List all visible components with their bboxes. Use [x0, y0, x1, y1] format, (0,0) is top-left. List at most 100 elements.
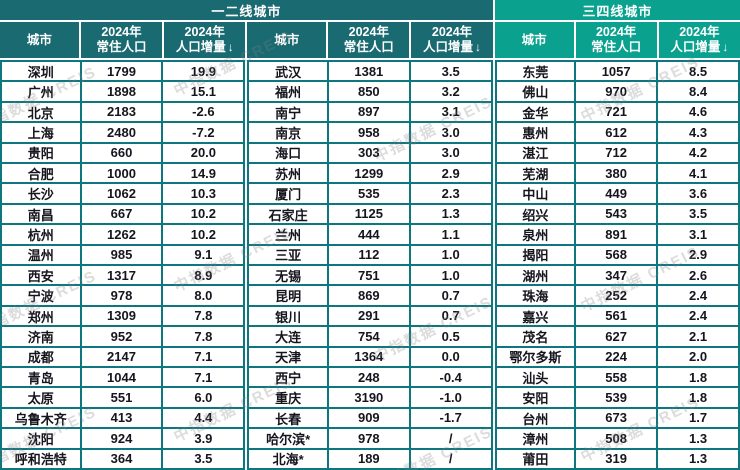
population-cell: 347	[576, 265, 657, 285]
city-name-cell: 呼和浩特	[2, 449, 80, 468]
city-name-cell: 上海	[2, 123, 80, 142]
population-cell: 539	[576, 388, 657, 407]
city-name-cell: 昆明	[249, 286, 327, 305]
city-name-cell: 郑州	[2, 306, 80, 326]
population-cell: 924	[81, 429, 162, 448]
column-header-population-line1: 2024年	[101, 25, 142, 39]
city-name-cell: 南京	[249, 123, 327, 142]
column-header-population: 2024年 常住人口	[80, 22, 163, 58]
city-name-cell: 武汉	[249, 62, 327, 81]
column-header-city-label: 城市	[274, 32, 300, 47]
city-name-cell: 茂名	[496, 327, 575, 346]
population-cell: 1044	[81, 367, 162, 387]
increase-cell: 3.2	[410, 82, 491, 101]
increase-cell: 0.0	[410, 347, 491, 366]
increase-cell: 1.0	[410, 265, 491, 285]
increase-cell: 10.2	[163, 204, 244, 224]
increase-cell: 4.4	[163, 408, 244, 428]
increase-cell: 9.1	[163, 245, 244, 264]
table-body: 深圳 1799 19.9 广州 1898 15.1 北京 2183 -2.6 上海 2480 -7.2…	[0, 60, 246, 470]
population-cell: 1317	[81, 265, 162, 285]
increase-cell: 1.8	[658, 388, 738, 407]
increase-cell: 2.0	[658, 347, 738, 366]
increase-cell: 2.4	[658, 286, 738, 305]
city-name-cell: 长春	[249, 408, 327, 428]
city-name-cell: 湛江	[496, 143, 575, 162]
population-cell: 673	[576, 408, 657, 428]
column-header-increase-label: 人口增量	[670, 40, 721, 54]
increase-cell: 4.3	[658, 123, 738, 142]
population-cell: 224	[576, 347, 657, 366]
tables-row: 城市 2024年 常住人口 2024年 人口增量 ↓ 深圳 1799 19.9 广	[0, 22, 740, 470]
city-name-cell: 汕头	[496, 367, 575, 387]
increase-cell: 20.0	[163, 143, 244, 162]
city-name-cell: 宁波	[2, 286, 80, 305]
city-name-cell: 西安	[2, 265, 80, 285]
population-cell: 1262	[81, 225, 162, 244]
column-header-increase-line1: 2024年	[431, 25, 473, 39]
increase-cell: 15.1	[163, 82, 244, 101]
population-cell: 958	[328, 123, 409, 142]
increase-cell: 1.8	[658, 367, 738, 387]
city-name-cell: 银川	[249, 306, 327, 326]
city-name-cell: 青岛	[2, 367, 80, 387]
population-cell: 660	[81, 143, 162, 162]
column-header-increase-line2: 人口增量 ↓	[670, 40, 728, 55]
increase-cell: 4.1	[658, 163, 738, 183]
increase-cell: 0.7	[410, 286, 491, 305]
population-cell: 535	[328, 184, 409, 203]
city-name-cell: 佛山	[496, 82, 575, 101]
increase-cell: 10.2	[163, 225, 244, 244]
city-name-cell: 泉州	[496, 225, 575, 244]
population-cell: 189	[328, 449, 409, 468]
city-name-cell: 深圳	[2, 62, 80, 81]
population-cell: 891	[576, 225, 657, 244]
column-header-population-line2: 常住人口	[96, 40, 147, 54]
sort-desc-icon: ↓	[722, 40, 729, 55]
population-cell: 2183	[81, 102, 162, 122]
population-cell: 1309	[81, 306, 162, 326]
increase-cell: -1.0	[410, 388, 491, 407]
city-name-cell: 沈阳	[2, 429, 80, 448]
population-cell: 112	[328, 245, 409, 264]
population-cell: 952	[81, 327, 162, 346]
subtable-tier12-b: 城市 2024年 常住人口 2024年 人口增量 ↓ 武汉 1381 3.5 福州	[247, 22, 493, 470]
column-header-city-label: 城市	[26, 32, 52, 47]
population-cell: 561	[576, 306, 657, 326]
increase-cell: 2.6	[658, 265, 738, 285]
increase-cell: -1.7	[410, 408, 491, 428]
city-name-cell: 珠海	[496, 286, 575, 305]
city-name-cell: 北京	[2, 102, 80, 122]
population-cell: 413	[81, 408, 162, 428]
column-header-increase-line1: 2024年	[679, 25, 720, 39]
increase-cell: 2.9	[658, 245, 738, 264]
increase-cell: 2.9	[410, 163, 491, 183]
population-cell: 754	[328, 327, 409, 346]
city-name-cell: 太原	[2, 388, 80, 407]
population-cell: 850	[328, 82, 409, 101]
population-cell: 2480	[81, 123, 162, 142]
city-name-cell: 北海*	[249, 449, 327, 468]
group-header-row: 一二线城市 三四线城市	[0, 0, 740, 20]
population-cell: 1381	[328, 62, 409, 81]
population-cell: 291	[328, 306, 409, 326]
subtable-tier12-a: 城市 2024年 常住人口 2024年 人口增量 ↓ 深圳 1799 19.9 广	[0, 22, 246, 470]
city-name-cell: 海口	[249, 143, 327, 162]
subtable-tier34: 城市 2024年 常住人口 2024年 人口增量 ↓ 东莞 1057 8.5 佛山	[494, 22, 740, 470]
city-name-cell: 福州	[249, 82, 327, 101]
city-name-cell: 安阳	[496, 388, 575, 407]
increase-cell: 8.9	[163, 265, 244, 285]
increase-cell: 1.3	[658, 429, 738, 448]
sort-desc-icon: ↓	[227, 40, 234, 55]
population-cell: 970	[576, 82, 657, 101]
population-cell: 1057	[576, 62, 657, 81]
population-cell: 444	[328, 225, 409, 244]
group-header-tier34: 三四线城市	[494, 0, 740, 20]
city-name-cell: 中山	[496, 184, 575, 203]
increase-cell: 6.0	[163, 388, 244, 407]
population-cell: 612	[576, 123, 657, 142]
column-header-increase-line1: 2024年	[184, 25, 225, 39]
city-name-cell: 成都	[2, 347, 80, 366]
population-cell: 1062	[81, 184, 162, 203]
